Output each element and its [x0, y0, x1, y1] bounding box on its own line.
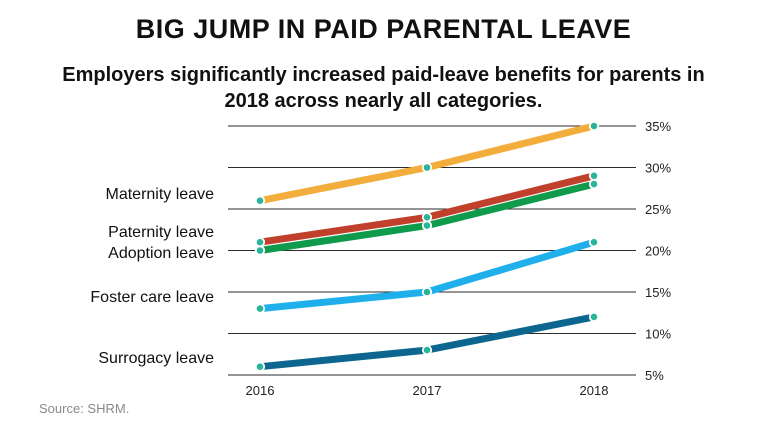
data-point — [421, 220, 433, 231]
data-point-markers — [254, 120, 600, 372]
x-tick-label: 2017 — [413, 383, 442, 398]
chart-subtitle: Employers significantly increased paid-l… — [62, 64, 705, 112]
data-point — [421, 162, 433, 173]
data-point — [254, 361, 266, 372]
series-line — [256, 238, 598, 313]
chart-title: BIG JUMP IN PAID PARENTAL LEAVE — [135, 14, 632, 44]
data-point — [588, 179, 600, 190]
data-point — [254, 303, 266, 314]
data-point — [588, 170, 600, 181]
y-tick-label: 10% — [645, 327, 671, 342]
y-tick-label: 5% — [645, 368, 664, 383]
data-point — [588, 311, 600, 322]
series-line — [256, 313, 598, 371]
x-tick-label: 2018 — [580, 383, 609, 398]
y-tick-label: 35% — [645, 119, 671, 134]
data-point — [588, 120, 600, 132]
data-point — [254, 195, 266, 206]
series-label: Paternity leave — [108, 224, 214, 241]
data-point — [588, 237, 600, 248]
x-tick-label: 2016 — [246, 383, 275, 398]
series-lines — [256, 122, 598, 371]
data-point — [421, 212, 433, 223]
data-point — [421, 344, 433, 356]
y-tick-label: 20% — [645, 244, 671, 259]
y-tick-label: 30% — [645, 161, 671, 176]
data-point — [254, 245, 266, 256]
x-axis-tick-labels: 2016 2017 2018 — [246, 383, 609, 398]
data-point — [254, 237, 266, 248]
y-axis-tick-labels: 5% 10% 15% 20% 25% 30% 35% — [645, 119, 671, 383]
series-label: Adoption leave — [108, 245, 214, 262]
data-point — [421, 286, 433, 298]
series-label: Surrogacy leave — [98, 350, 214, 367]
y-tick-label: 25% — [645, 202, 671, 217]
series-labels: Maternity leave Paternity leave Adoption l… — [90, 186, 214, 367]
y-tick-label: 15% — [645, 285, 671, 300]
series-label: Foster care leave — [90, 289, 214, 306]
series-label: Maternity leave — [106, 186, 215, 203]
source-note: Source: SHRM. — [39, 401, 130, 416]
